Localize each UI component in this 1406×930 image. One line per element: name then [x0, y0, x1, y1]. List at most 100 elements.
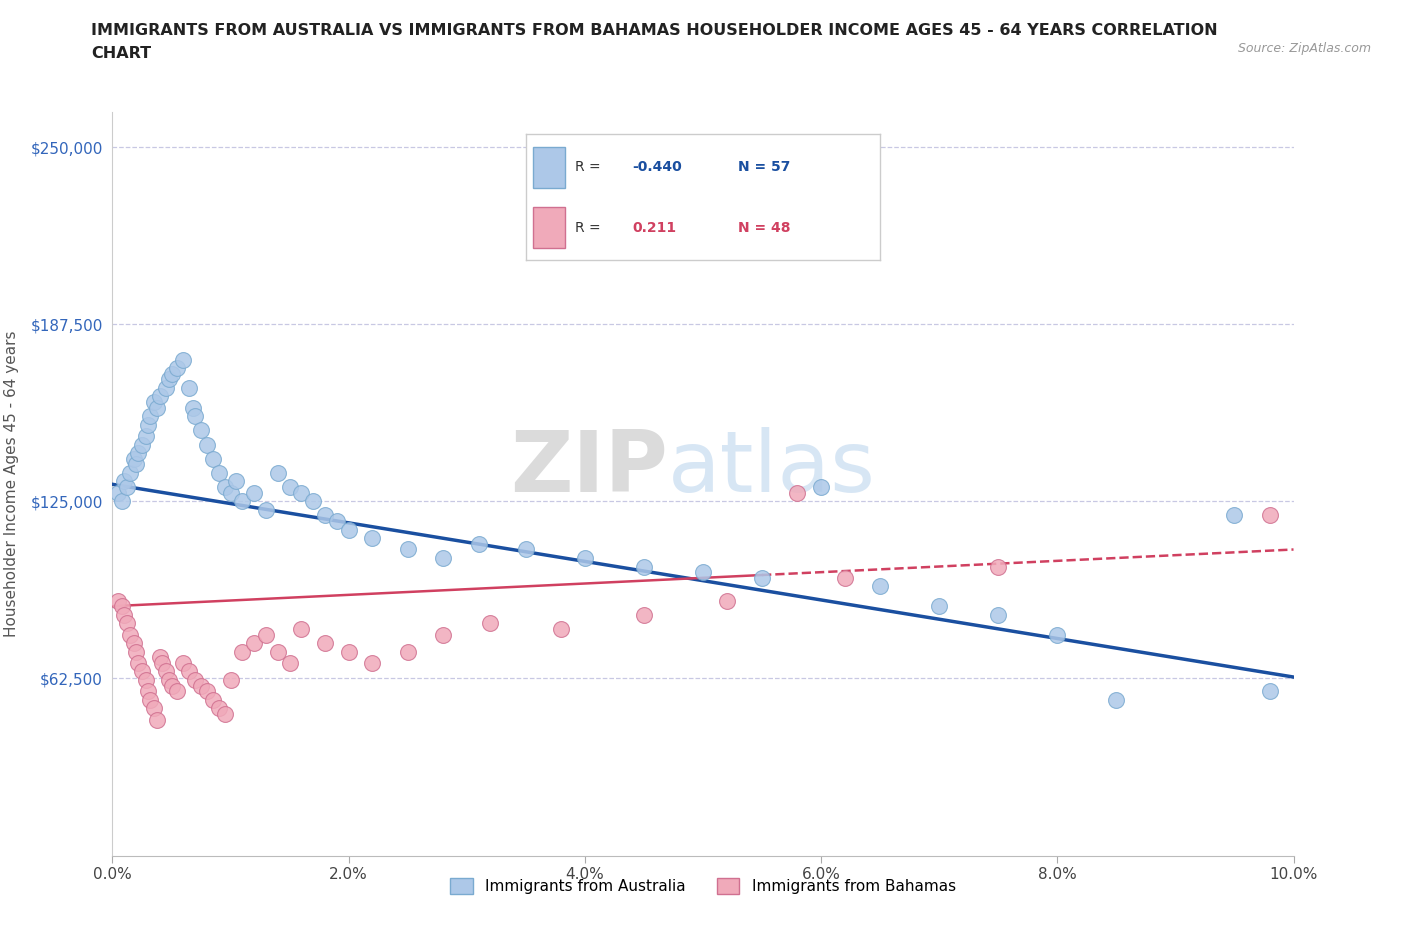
Point [179, 380, 201, 395]
Point [131, 437, 153, 452]
Point [928, 599, 950, 614]
Point [136, 418, 159, 432]
Text: atlas: atlas [668, 427, 876, 511]
Point [127, 656, 149, 671]
Point [219, 672, 242, 687]
Point [633, 559, 655, 574]
Point [160, 366, 183, 381]
Point [115, 616, 138, 631]
Point [267, 466, 290, 481]
Text: Source: ZipAtlas.com: Source: ZipAtlas.com [1237, 42, 1371, 55]
Point [337, 644, 360, 659]
Point [195, 684, 218, 698]
Point [396, 542, 419, 557]
Text: ZIP: ZIP [510, 427, 668, 511]
Point [120, 627, 142, 642]
Point [166, 361, 188, 376]
Point [190, 678, 212, 693]
Point [574, 551, 596, 565]
Text: CHART: CHART [91, 46, 152, 61]
Point [1223, 508, 1246, 523]
Point [166, 684, 188, 698]
Point [1046, 627, 1069, 642]
Point [195, 437, 218, 452]
Point [139, 409, 162, 424]
Point [135, 672, 157, 687]
Point [243, 485, 266, 500]
Point [479, 616, 502, 631]
Point [155, 664, 177, 679]
Point [716, 593, 738, 608]
Point [810, 480, 832, 495]
Point [146, 712, 169, 727]
Point [160, 678, 183, 693]
Point [155, 380, 177, 395]
Point [201, 692, 224, 707]
Point [231, 644, 253, 659]
Point [122, 635, 145, 650]
Point [432, 551, 454, 565]
Point [231, 494, 253, 509]
Point [515, 542, 537, 557]
Point [692, 565, 714, 579]
Point [219, 485, 242, 500]
Point [326, 513, 349, 528]
Point [834, 570, 856, 585]
Point [1258, 684, 1281, 698]
Point [122, 451, 145, 466]
Point [314, 635, 336, 650]
Point [172, 656, 194, 671]
Point [125, 457, 148, 472]
Point [243, 635, 266, 650]
Point [107, 485, 129, 500]
Point [149, 650, 172, 665]
Point [127, 445, 149, 460]
Point [214, 480, 236, 495]
Point [149, 389, 172, 404]
Point [112, 474, 135, 489]
Point [314, 508, 336, 523]
Point [139, 692, 162, 707]
Point [190, 423, 212, 438]
Point [136, 684, 159, 698]
Point [115, 480, 138, 495]
Point [290, 485, 312, 500]
Point [184, 672, 207, 687]
Point [337, 523, 360, 538]
Point [633, 607, 655, 622]
Point [201, 451, 224, 466]
Point [181, 400, 204, 415]
Point [254, 627, 277, 642]
Text: IMMIGRANTS FROM AUSTRALIA VS IMMIGRANTS FROM BAHAMAS HOUSEHOLDER INCOME AGES 45 : IMMIGRANTS FROM AUSTRALIA VS IMMIGRANTS … [91, 23, 1218, 38]
Point [987, 559, 1010, 574]
Point [157, 372, 180, 387]
Point [131, 664, 153, 679]
Point [278, 656, 301, 671]
Point [361, 531, 384, 546]
Point [1258, 508, 1281, 523]
Point [751, 570, 773, 585]
Point [432, 627, 454, 642]
Point [125, 644, 148, 659]
Point [107, 593, 129, 608]
Legend: Immigrants from Australia, Immigrants from Bahamas: Immigrants from Australia, Immigrants fr… [444, 871, 962, 900]
Point [146, 400, 169, 415]
Point [254, 502, 277, 517]
Point [150, 656, 173, 671]
Point [142, 701, 165, 716]
Point [290, 621, 312, 636]
Point [111, 599, 134, 614]
Point [184, 409, 207, 424]
Y-axis label: Householder Income Ages 45 - 64 years: Householder Income Ages 45 - 64 years [4, 330, 20, 637]
Point [172, 352, 194, 367]
Point [278, 480, 301, 495]
Point [120, 466, 142, 481]
Point [112, 607, 135, 622]
Point [987, 607, 1010, 622]
Point [208, 701, 231, 716]
Point [157, 672, 180, 687]
Point [135, 429, 157, 444]
Point [208, 466, 231, 481]
Point [302, 494, 325, 509]
Point [396, 644, 419, 659]
